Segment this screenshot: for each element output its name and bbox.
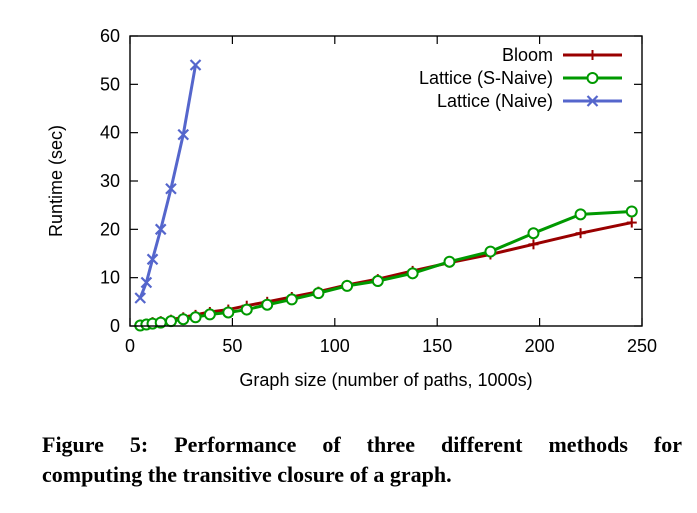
legend-marker-lattice-s-naive: [586, 72, 599, 84]
lattice-s-naive-point: [406, 267, 419, 280]
lattice-s-naive-point: [484, 245, 497, 258]
lattice-s-naive-point: [574, 208, 587, 221]
lattice-s-naive-point: [261, 298, 274, 311]
y-tick-label: 20: [100, 219, 120, 239]
x-axis-title: Graph size (number of paths, 1000s): [239, 370, 532, 390]
legend-marker-lattice-naive: [586, 95, 599, 107]
lattice-s-naive-point: [177, 313, 190, 326]
lattice-s-naive-point: [240, 303, 253, 316]
lattice-naive-point: [146, 253, 159, 266]
lattice-naive-point: [140, 276, 153, 289]
x-tick-label: 200: [525, 336, 555, 356]
lattice-s-naive-point: [527, 227, 540, 240]
lattice-naive-point: [154, 223, 167, 236]
lattice-naive-point: [134, 292, 147, 304]
figure-caption: Figure 5: Performance of three different…: [42, 430, 682, 490]
axis-layer: 0 50 100 150 200 250 0 10 20 30 40 50 60: [100, 26, 657, 356]
y-tick-label: 10: [100, 268, 120, 288]
bloom-point: [528, 239, 539, 250]
legend-label-lattice-s-naive: Lattice (S-Naive): [419, 68, 553, 88]
bloom-line: [140, 221, 633, 327]
caption-line-1: Figure 5: Performance of three different…: [42, 432, 682, 457]
x-tick-label: 0: [125, 336, 135, 356]
x-tick-label: 250: [627, 336, 657, 356]
lattice-s-naive-point: [443, 255, 456, 268]
caption-line-2: computing the transitive closure of a gr…: [42, 462, 452, 487]
legend-label-bloom: Bloom: [502, 45, 553, 65]
legend-marker-bloom: [587, 50, 598, 60]
x-tick-label: 50: [222, 336, 242, 356]
lattice-s-naive-point: [371, 275, 384, 288]
series-lattice-naive: [134, 59, 202, 304]
lattice-s-naive-point: [285, 293, 298, 306]
legend: Bloom Lattice (S-Naive) Lattice (Naive): [419, 45, 622, 111]
lattice-s-naive-point: [222, 306, 235, 319]
y-tick-label: 50: [100, 74, 120, 94]
lattice-naive-point: [177, 128, 190, 141]
lattice-s-naive-point: [164, 315, 177, 328]
lattice-s-naive-point: [312, 287, 325, 300]
y-axis-title: Runtime (sec): [46, 125, 66, 237]
bloom-point: [626, 217, 637, 228]
lattice-s-naive-point: [625, 205, 638, 218]
lattice-s-naive-point: [203, 308, 216, 321]
y-tick-label: 30: [100, 171, 120, 191]
series-lattice-s-naive: [134, 205, 638, 332]
series-layer: [134, 59, 638, 332]
legend-label-lattice-naive: Lattice (Naive): [437, 91, 553, 111]
line-chart: 0 50 100 150 200 250 0 10 20 30 40 50 60 Graph size …: [46, 26, 657, 390]
bloom-point: [575, 228, 586, 239]
lattice-s-naive-point: [341, 279, 354, 292]
y-tick-label: 60: [100, 26, 120, 46]
x-tick-label: 100: [320, 336, 350, 356]
lattice-naive-point: [189, 59, 202, 71]
lattice-naive-point: [165, 182, 177, 195]
y-tick-label: 40: [100, 123, 120, 143]
lattice-s-naive-point: [189, 311, 202, 324]
x-tick-label: 150: [422, 336, 452, 356]
lattice-s-naive-line: [140, 209, 632, 327]
y-tick-label: 0: [110, 316, 120, 336]
